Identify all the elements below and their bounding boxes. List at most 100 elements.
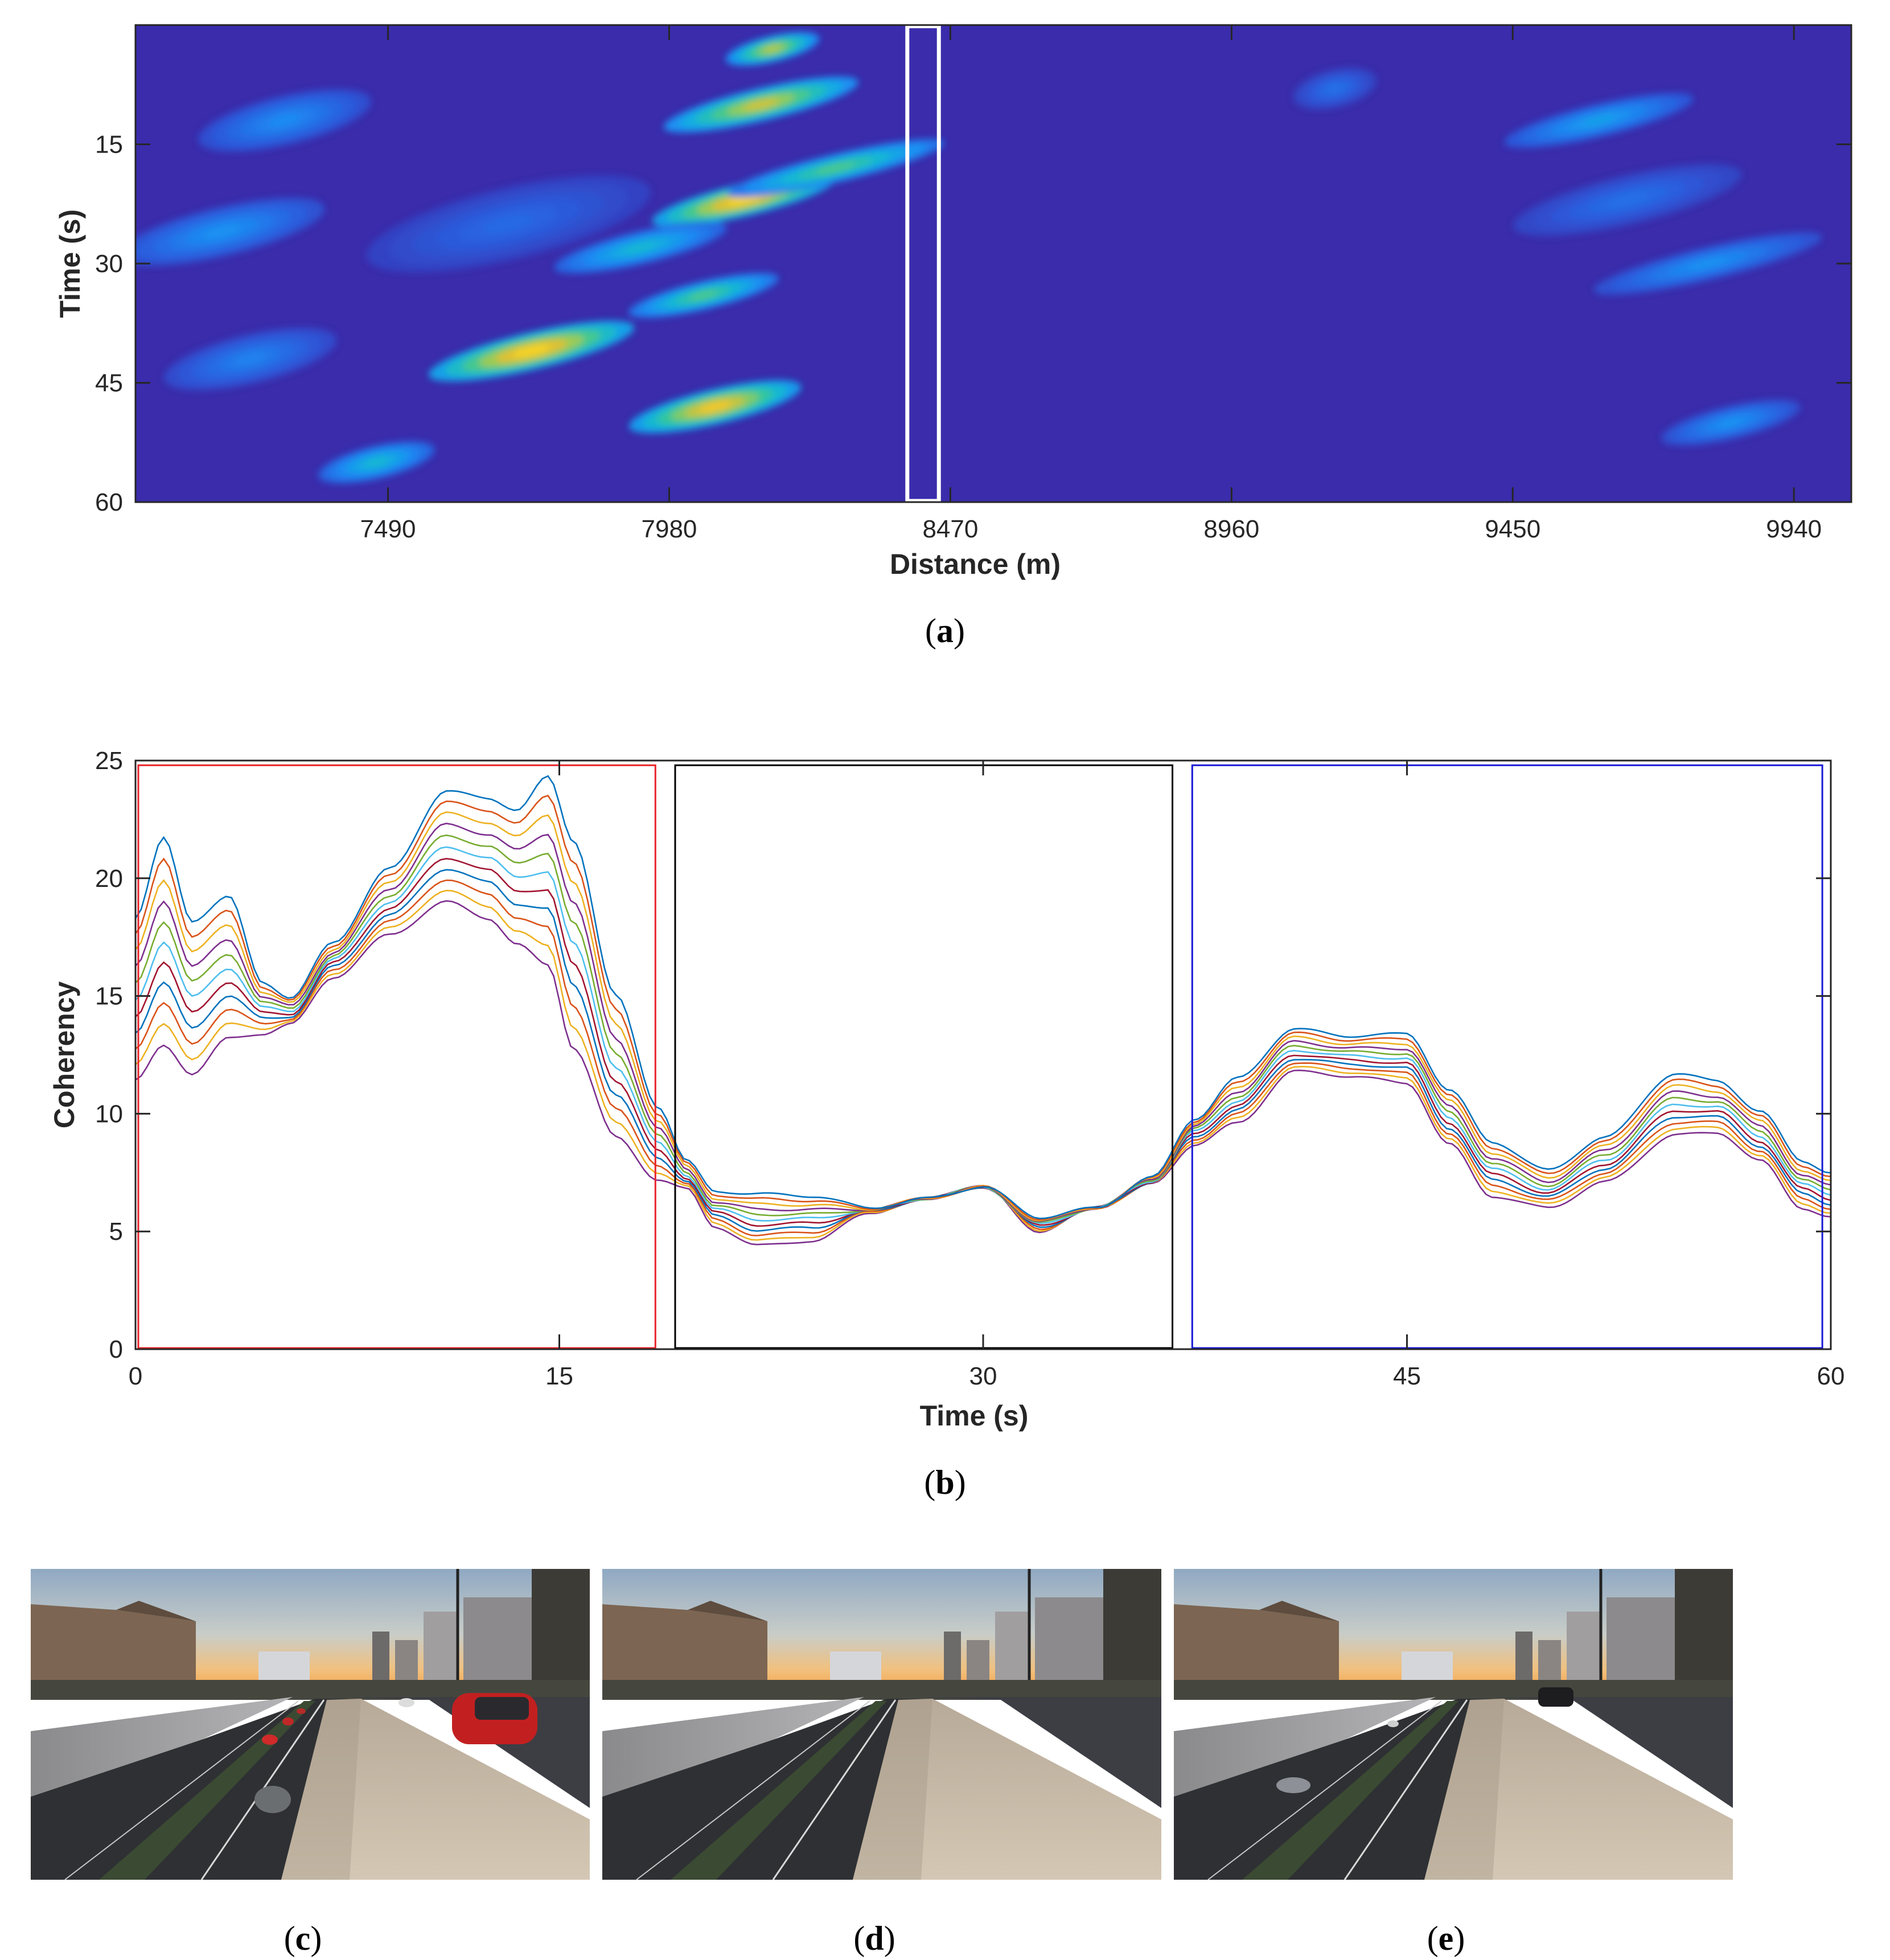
road-photos — [31, 1569, 1733, 1880]
heat-hotspot — [318, 441, 435, 484]
heat-hotspot-layer — [512, 344, 550, 358]
y-tick-label: 60 — [95, 488, 123, 516]
tower-3 — [424, 1612, 458, 1688]
tower-4 — [1606, 1597, 1675, 1688]
heat-hotspot-layer — [1581, 114, 1617, 126]
pavement-shadow — [281, 1699, 361, 1880]
y-tick-label: 20 — [95, 865, 123, 893]
car — [262, 1735, 278, 1745]
heat-hotspot-layer — [1326, 84, 1344, 94]
road-photo-d — [602, 1569, 1161, 1880]
heat-hotspot — [628, 380, 802, 434]
black-region-box — [674, 764, 1174, 1349]
region-boxes — [137, 764, 1823, 1349]
heat-hotspot — [1661, 400, 1801, 446]
photo-scene — [1174, 1569, 1733, 1880]
x-tick-label: 8470 — [922, 515, 978, 543]
lane-line — [64, 1700, 299, 1880]
x-tick-label: 45 — [1393, 1362, 1421, 1390]
red-region-box — [137, 764, 656, 1349]
heat-hotspot-layer — [815, 162, 856, 174]
y-tick-label: 15 — [95, 131, 123, 159]
dark-car — [1538, 1687, 1573, 1707]
heat-hotspot — [135, 198, 324, 266]
heat-hotspot — [428, 320, 635, 381]
red-car-window — [475, 1697, 529, 1720]
retaining-wall — [602, 1697, 864, 1797]
y-tick-label: 15 — [95, 983, 123, 1010]
car — [282, 1717, 294, 1725]
photo-scene — [602, 1569, 1161, 1880]
coherency-ticks: 0 15 30 45 60 0 5 10 15 20 25 — [95, 747, 1844, 1390]
coherency-y-axis-label: Coherency — [48, 981, 80, 1129]
heat-hotspot — [1504, 93, 1694, 148]
pavement-shadow — [1424, 1699, 1504, 1880]
building-left-roof — [688, 1601, 767, 1621]
median-hedge — [99, 1701, 315, 1880]
coherency-series-line — [135, 775, 1831, 1219]
heatmap-y-axis-label: Time (s) — [54, 209, 86, 318]
y-tick-label: 10 — [95, 1100, 123, 1128]
lane-line — [1207, 1700, 1442, 1880]
heat-hotspot — [725, 32, 820, 66]
heat-hotspot-layer — [726, 194, 761, 206]
tower-3 — [995, 1612, 1029, 1688]
tower-4 — [463, 1597, 532, 1688]
heatmap-hotspots — [135, 32, 1822, 484]
retaining-wall — [31, 1697, 293, 1797]
heat-hotspot-layer — [689, 290, 718, 301]
lane-line — [772, 1699, 897, 1880]
tower-4 — [1035, 1597, 1103, 1688]
x-tick-label: 7980 — [642, 515, 697, 543]
median-hedge — [671, 1701, 887, 1880]
road-photo-e — [1174, 1569, 1733, 1880]
x-tick-label: 9940 — [1766, 515, 1822, 543]
tower-3 — [1567, 1612, 1601, 1688]
heat-hotspot-layer — [483, 214, 535, 233]
tower-1 — [1515, 1632, 1532, 1688]
x-tick-label: 7490 — [360, 515, 416, 543]
road-right — [921, 1697, 1161, 1808]
heat-hotspot-layer — [624, 242, 657, 253]
y-tick-label: 25 — [95, 747, 123, 775]
heat-hotspot-layer — [1717, 417, 1744, 428]
building-left-roof — [1259, 1601, 1339, 1621]
heatmap-x-axis-label: Distance (m) — [890, 548, 1061, 580]
y-tick-label: 45 — [95, 369, 123, 397]
tower-1 — [372, 1632, 389, 1688]
heat-hotspot-layer — [1606, 192, 1649, 208]
heat-hotspot — [663, 76, 858, 133]
heat-hotspot-layer — [699, 401, 732, 413]
x-tick-label: 0 — [129, 1362, 142, 1390]
coherency-x-axis-label: Time (s) — [920, 1400, 1029, 1432]
building-left — [31, 1604, 196, 1700]
tower-1 — [944, 1632, 961, 1688]
building-left-roof — [116, 1601, 196, 1621]
car — [254, 1786, 291, 1813]
heat-hotspot — [366, 175, 651, 273]
photo-scene — [31, 1569, 590, 1880]
heatmap-panel: 7490 7980 8470 8960 9450 9940 15 30 45 60 Distanc… — [54, 24, 1852, 650]
y-tick-label: 30 — [95, 250, 123, 278]
caption-a: (a) — [925, 612, 965, 650]
building-left — [602, 1604, 767, 1700]
car — [1387, 1720, 1399, 1727]
lane-line — [636, 1700, 870, 1880]
heat-hotspot — [727, 139, 944, 198]
car — [398, 1698, 414, 1707]
median-hedge — [1242, 1701, 1458, 1880]
heat-hotspot-layer — [365, 457, 388, 467]
highlight-box — [905, 24, 941, 503]
heat-hotspot — [628, 273, 779, 318]
car — [297, 1708, 306, 1714]
heat-hotspot — [198, 89, 371, 152]
y-tick-label: 0 — [109, 1336, 123, 1363]
x-tick-label: 30 — [969, 1362, 997, 1390]
heat-hotspot-layer — [268, 114, 301, 128]
retaining-wall — [1174, 1697, 1436, 1797]
heat-hotspot-layer — [1687, 257, 1729, 270]
heat-hotspot — [1293, 68, 1377, 110]
coherency-series-line — [135, 794, 1831, 1221]
building-left — [1174, 1604, 1339, 1700]
pavement-shadow — [853, 1699, 932, 1880]
